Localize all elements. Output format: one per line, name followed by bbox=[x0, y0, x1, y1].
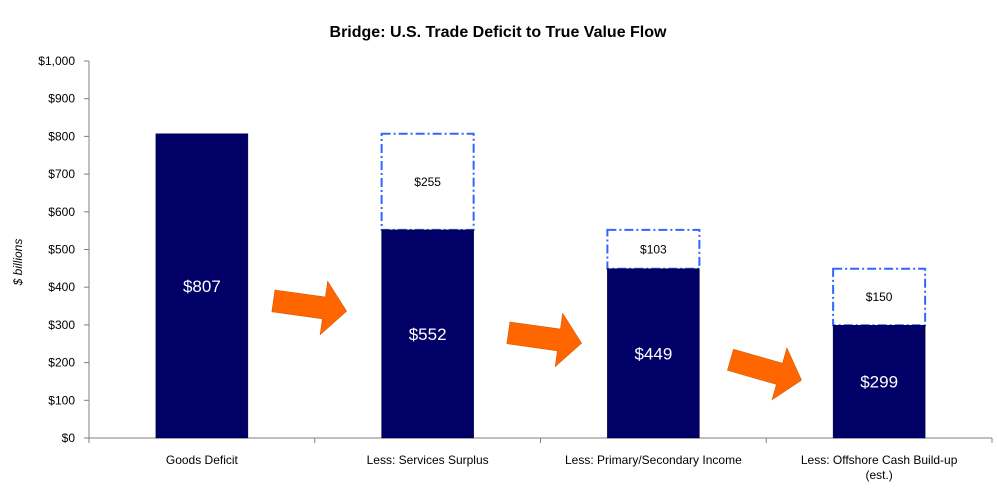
x-axis-labels: Goods Deficit Less: Services Surplus Less:… bbox=[166, 453, 958, 482]
y-tick-label: $900 bbox=[48, 92, 75, 106]
y-tick-label: $1,000 bbox=[38, 54, 75, 68]
deduction-label: $103 bbox=[640, 242, 667, 256]
y-tick-label: $0 bbox=[62, 431, 76, 445]
y-tick-label: $200 bbox=[48, 356, 75, 370]
bars: $807 $552 $449 $299 bbox=[155, 133, 926, 439]
category-label: Goods Deficit bbox=[166, 453, 239, 467]
category-label: (est.) bbox=[865, 468, 892, 482]
chart-title: Bridge: U.S. Trade Deficit to True Value… bbox=[330, 24, 668, 41]
y-axis-label: $ billions bbox=[11, 239, 25, 287]
flow-arrow-icon bbox=[506, 312, 582, 368]
y-tick-label: $800 bbox=[48, 129, 75, 143]
bar bbox=[832, 325, 926, 439]
flow-arrow-icon bbox=[727, 347, 802, 401]
category-label: Less: Services Surplus bbox=[367, 453, 489, 467]
bar-value-label: $552 bbox=[409, 325, 447, 344]
deduction-box bbox=[832, 267, 927, 327]
y-axis-ticks: $0 $100 $200 $300 $400 $500 $600 $700 $800 $900 $1… bbox=[38, 54, 89, 445]
bar bbox=[381, 229, 474, 439]
category-label: Less: Primary/Secondary Income bbox=[565, 453, 742, 467]
y-tick-label: $400 bbox=[48, 280, 75, 294]
deduction-boxes: $255 $103 $150 bbox=[380, 132, 927, 327]
bar bbox=[607, 268, 700, 439]
y-tick-label: $300 bbox=[48, 318, 75, 332]
y-tick-label: $500 bbox=[48, 243, 75, 257]
category-label: Less: Offshore Cash Build-up bbox=[801, 453, 958, 467]
flow-arrows bbox=[271, 280, 802, 401]
bar-value-label: $807 bbox=[183, 277, 221, 296]
flow-arrow-icon bbox=[271, 280, 347, 336]
deduction-box bbox=[380, 132, 475, 231]
bar-value-label: $299 bbox=[860, 373, 898, 392]
bar-value-label: $449 bbox=[634, 344, 672, 363]
y-tick-label: $600 bbox=[48, 205, 75, 219]
deduction-label: $150 bbox=[866, 290, 893, 304]
y-tick-label: $100 bbox=[48, 393, 75, 407]
deduction-label: $255 bbox=[414, 175, 441, 189]
bar bbox=[155, 133, 249, 439]
deduction-box bbox=[606, 228, 701, 270]
y-tick-label: $700 bbox=[48, 167, 75, 181]
